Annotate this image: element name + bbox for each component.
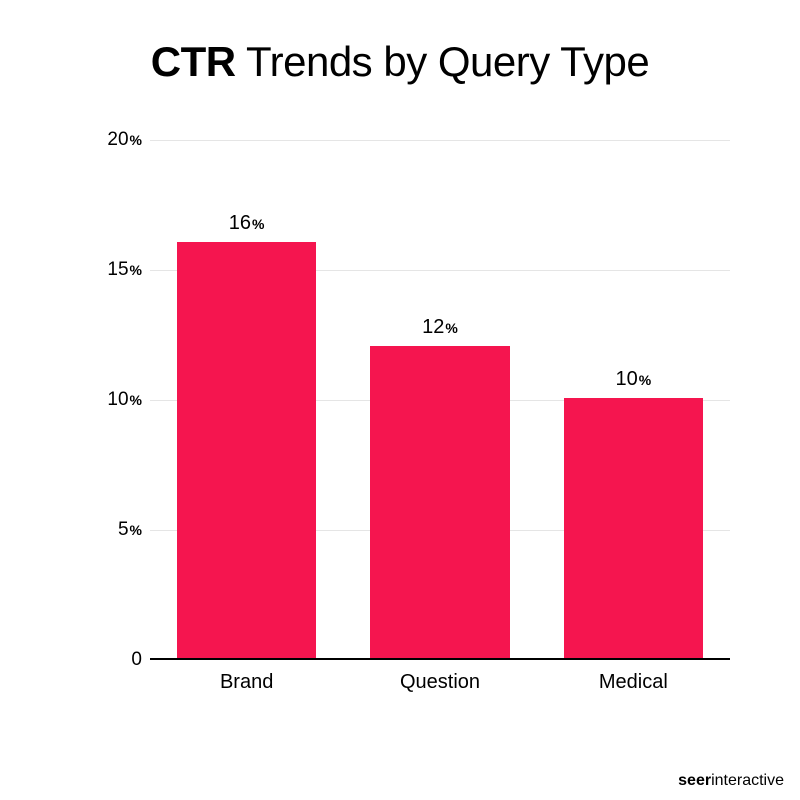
plot-region: 16% 12% 10% bbox=[150, 140, 730, 660]
y-tick-label: 20% bbox=[90, 129, 142, 151]
x-tick-label: Brand bbox=[150, 671, 343, 694]
bar-value-label: 12% bbox=[370, 316, 509, 339]
bar-brand: 16% bbox=[177, 242, 316, 658]
x-tick-label: Medical bbox=[537, 671, 730, 694]
chart-area: 16%12%10% 05%10%15%20%BrandQuestionMedic… bbox=[90, 140, 730, 700]
gridline bbox=[150, 140, 730, 141]
bar-medical: 10% bbox=[564, 398, 703, 658]
y-tick-label: 15% bbox=[90, 259, 142, 281]
y-tick-label: 0 bbox=[90, 649, 142, 671]
x-tick-label: Question bbox=[343, 671, 536, 694]
bar-value-label: 10% bbox=[564, 368, 703, 391]
bar-question: 12% bbox=[370, 346, 509, 658]
chart-title-rest: Trends by Query Type bbox=[236, 38, 650, 85]
bar-value-label: 16% bbox=[177, 212, 316, 235]
y-tick-label: 10% bbox=[90, 389, 142, 411]
chart-title: CTR Trends by Query Type bbox=[0, 0, 800, 86]
y-tick-label: 5% bbox=[90, 519, 142, 541]
footer-brand-light: interactive bbox=[711, 772, 784, 789]
footer-brand: seerinteractive bbox=[678, 772, 784, 790]
footer-brand-bold: seer bbox=[678, 772, 711, 789]
chart-title-bold: CTR bbox=[151, 38, 236, 85]
